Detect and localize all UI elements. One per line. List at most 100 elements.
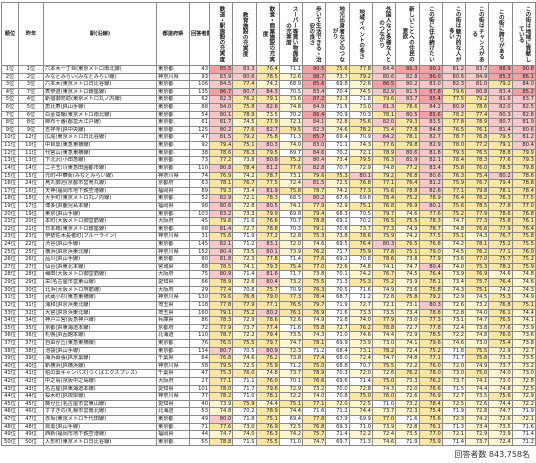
score-cell: 73.2 <box>465 300 490 310</box>
score-cell: 79.4 <box>488 179 513 188</box>
score-cell: 78.8 <box>208 437 234 447</box>
station-cell: 神戸三宮(阪急神戸線) <box>43 316 157 325</box>
respondents-cell: 88 <box>189 262 210 272</box>
score-cell: 72.9 <box>325 201 350 211</box>
prev-rank-cell: 41位 <box>18 369 44 378</box>
header-cell: 昨年 <box>18 2 44 66</box>
rank-cell: 40位 <box>1 361 19 371</box>
score-cell: 68.4 <box>325 346 350 356</box>
score-cell: 79.6 <box>441 87 467 97</box>
prev-rank-cell: 38位 <box>18 346 44 356</box>
table-row: 11位 10位 中目黒(東急東横線) 東京都 92 79.4 75.1 80.3 74.0 83.… <box>1 141 536 150</box>
score-cell: 78.2 <box>488 262 513 272</box>
header-cell: この街に誇りがある <box>488 2 513 66</box>
respondents-cell: 31 <box>189 232 210 241</box>
score-cell: 79.1 <box>488 141 513 150</box>
score-cell: 75.5 <box>395 217 420 226</box>
score-cell: 72.2 <box>232 331 257 340</box>
prefecture-cell: 東京都 <box>156 80 190 89</box>
score-cell: 77.9 <box>255 118 280 127</box>
score-cell: 71.8 <box>348 95 373 105</box>
station-cell: 栄(名古屋市営東山線) <box>43 278 157 287</box>
score-cell: 87.2 <box>302 95 327 105</box>
score-cell: 84.2 <box>418 103 443 112</box>
respondents-cell: 103 <box>189 209 210 219</box>
score-cell: 78.8 <box>418 308 443 318</box>
score-cell: 84.8 <box>418 125 443 135</box>
score-cell: 77.1 <box>488 247 513 257</box>
score-cell: 73.9 <box>488 430 513 439</box>
score-cell: 75.1 <box>465 285 490 295</box>
score-cell: 74.0 <box>278 141 304 150</box>
score-cell: 77.3 <box>278 293 304 302</box>
score-cell: 77.8 <box>418 323 443 333</box>
score-cell: 76.0 <box>371 392 397 401</box>
score-cell: 75.8 <box>255 133 280 143</box>
score-cell: 77.0 <box>302 262 327 272</box>
station-cell: 渋谷(JR山手線) <box>43 240 157 249</box>
score-cell: 77.1 <box>302 399 327 409</box>
station-cell: 六本木(東京メトロ日比谷線) <box>43 80 157 89</box>
score-cell: 82.3 <box>302 125 327 135</box>
respondents-cell: 76 <box>189 338 210 348</box>
prev-rank-cell: 2位 <box>18 72 44 82</box>
score-cell: 74.9 <box>465 361 490 371</box>
score-cell: 78.1 <box>208 179 234 188</box>
header-cell: 外国人など多様な人とのつながり <box>371 2 397 66</box>
score-cell: 74.6 <box>232 354 257 363</box>
score-cell: 75.7 <box>255 285 280 295</box>
score-cell: 78.4 <box>418 399 443 409</box>
score-cell: 73.7 <box>488 361 513 371</box>
score-cell: 70.9 <box>278 285 304 295</box>
respondents-cell: 135 <box>189 87 210 97</box>
score-cell: 76.1 <box>465 125 490 135</box>
score-cell: 78.9 <box>418 194 443 203</box>
score-cell: 77.2 <box>255 232 280 241</box>
score-cell: 70.7 <box>348 361 373 371</box>
score-cell: 79.4 <box>208 141 234 150</box>
header-label: この街は地域に貢献している <box>517 6 531 62</box>
respondents-cell: 64 <box>189 354 210 363</box>
score-cell: 74.5 <box>465 293 490 302</box>
score-cell: 73.8 <box>511 338 536 348</box>
score-cell: 76.6 <box>255 217 280 226</box>
score-cell: 72.3 <box>325 95 350 105</box>
score-cell: 78.6 <box>465 103 490 112</box>
score-cell: 71.6 <box>278 323 304 333</box>
score-cell: 78.9 <box>302 369 327 378</box>
rank-cell: 15位 <box>1 171 19 181</box>
score-cell: 73.0 <box>488 377 513 386</box>
score-cell: 73.5 <box>488 422 513 432</box>
score-cell: 69.5 <box>325 240 350 249</box>
table-row: 44位 44位 桜木町(JR根岸線) 神奈川県 77 78.2 71.0 78.1 72.2 74… <box>1 392 536 401</box>
score-cell: 74.8 <box>511 270 536 280</box>
score-cell: 74.4 <box>465 384 490 394</box>
score-cell: 78.2 <box>465 194 490 203</box>
score-cell: 76.8 <box>302 422 327 432</box>
score-cell: 73.8 <box>302 270 327 280</box>
header-cell: 駅(沿線) <box>43 2 157 66</box>
prefecture-cell: 福岡県 <box>156 186 190 196</box>
score-cell: 79.9 <box>255 209 280 219</box>
header-label: この街はチャンスがある <box>471 6 484 62</box>
score-cell: 74.1 <box>465 377 490 386</box>
score-cell: 77.9 <box>418 255 443 264</box>
table-row: 6位 5位 恵比寿(JR山手線) 東京都 88 84.0 75.8 82.6 74.8 84.9 7… <box>1 103 536 112</box>
score-cell: 74.8 <box>441 224 467 234</box>
prev-rank-cell: 13位 <box>18 156 44 165</box>
score-cell: 82.1 <box>208 240 234 249</box>
score-cell: 80.3 <box>371 240 397 249</box>
header-cell: 回答者数 <box>189 2 210 66</box>
score-cell: 72.2 <box>348 430 373 439</box>
header-cell: 教育施設の充実度 <box>232 2 257 66</box>
prefecture-cell: 福岡県 <box>156 201 190 211</box>
prev-rank-cell: 50位 <box>18 437 44 447</box>
score-cell: 79.1 <box>255 95 280 105</box>
score-cell: 71.5 <box>441 384 467 394</box>
score-cell: 72.7 <box>511 346 536 356</box>
score-cell: 74.0 <box>232 430 257 439</box>
score-cell: 77.9 <box>232 300 257 310</box>
score-cell: 72.0 <box>278 240 304 249</box>
respondents-cell: 47 <box>189 133 210 143</box>
score-cell: 71.7 <box>325 247 350 257</box>
